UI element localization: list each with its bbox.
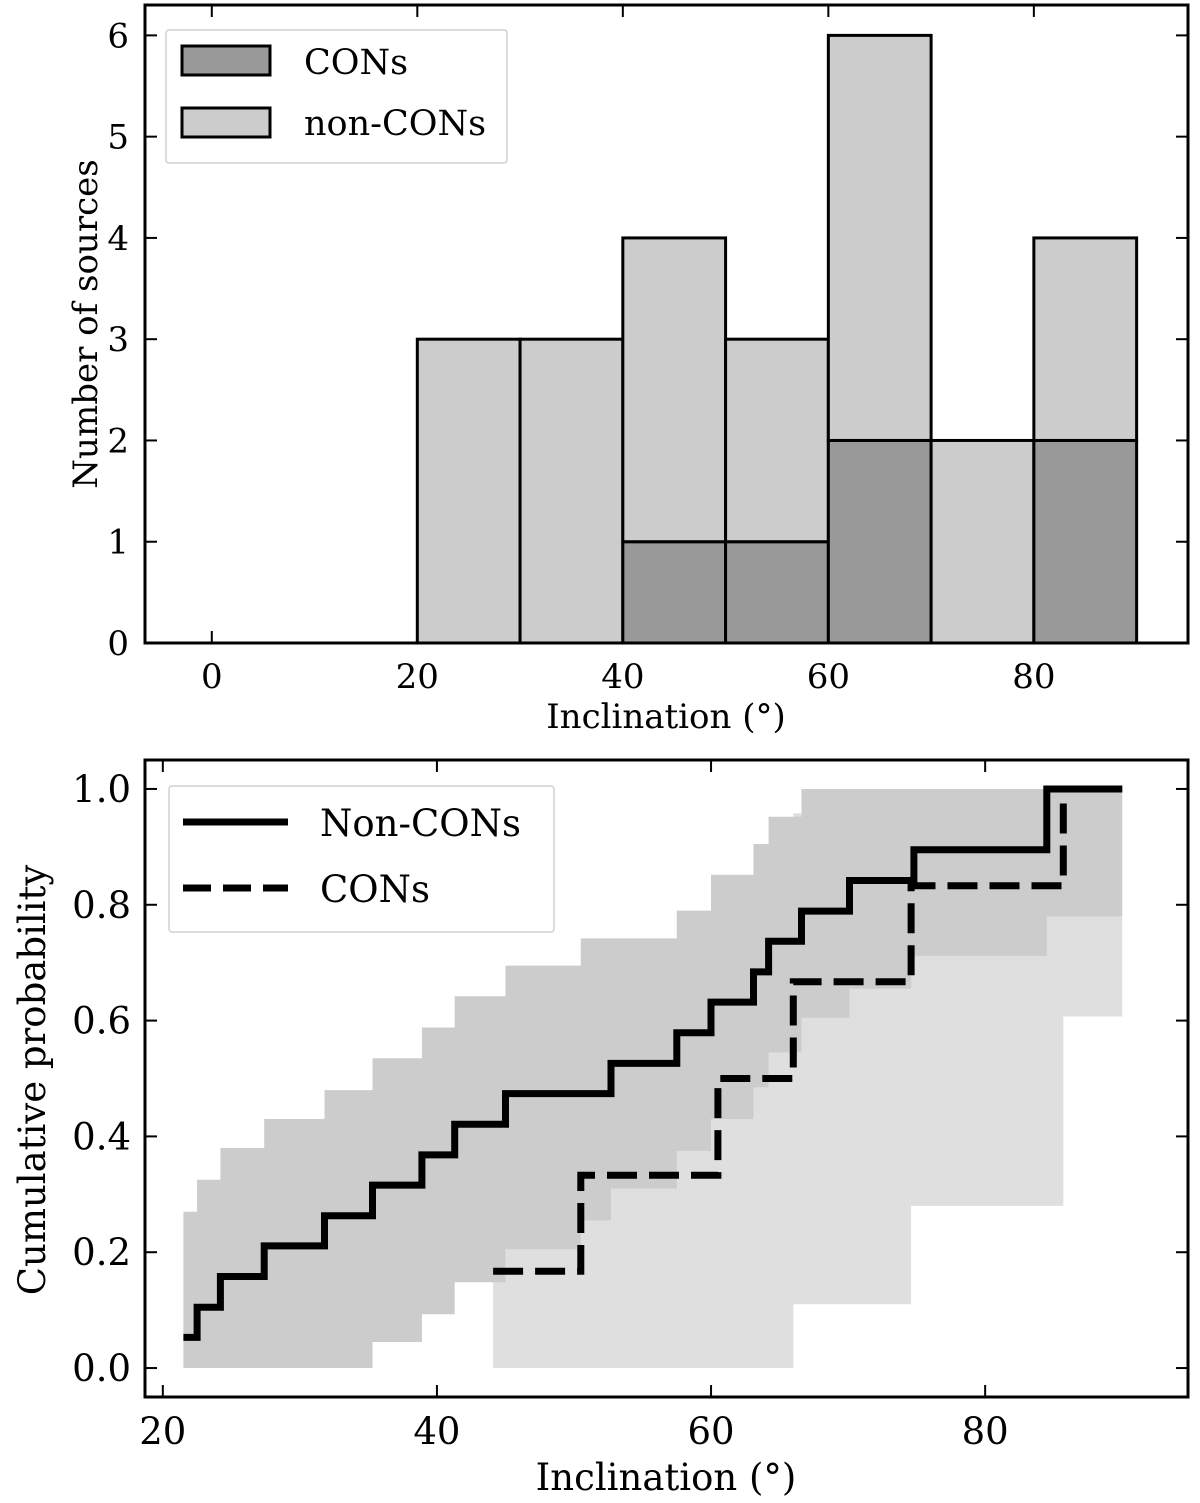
histogram-bar-cons bbox=[1032, 438, 1139, 645]
cdf-xlabel: Inclination (°) bbox=[536, 1456, 797, 1499]
cdf-ytick-label: 0.4 bbox=[72, 1115, 131, 1158]
cdf-axes-frame bbox=[143, 758, 1190, 1399]
cdf-ticks: 20 40 60 80 0.0 0.2 0.4 0.6 0.8 1.0 bbox=[72, 760, 1188, 1453]
cdf-ytick-label: 0.0 bbox=[72, 1347, 131, 1390]
histogram-ytick-label: 2 bbox=[107, 421, 129, 461]
legend-label-cons: CONs bbox=[304, 43, 408, 83]
histogram-bar-cons bbox=[826, 438, 933, 645]
legend-label-cons-cdf: CONs bbox=[320, 868, 430, 911]
histogram-ytick-label: 6 bbox=[107, 16, 129, 56]
cdf-ytick-label: 1.0 bbox=[72, 768, 131, 811]
cdf-ylabel: Cumulative probability bbox=[11, 865, 54, 1296]
histogram-xtick-label: 20 bbox=[396, 657, 439, 697]
cdf-ytick-label: 0.8 bbox=[72, 884, 131, 927]
cdf-xtick-label: 80 bbox=[962, 1410, 1009, 1453]
histogram-ytick-label: 0 bbox=[107, 624, 129, 664]
legend-label-non-cons: non-CONs bbox=[304, 104, 486, 144]
histogram-ticks: 0 20 40 60 80 0 1 2 3 4 5 6 bbox=[107, 5, 1188, 697]
legend-label-non-cons-cdf: Non-CONs bbox=[320, 802, 521, 845]
histogram-axes-frame bbox=[143, 3, 1190, 645]
cdf-ytick-label: 0.2 bbox=[72, 1231, 131, 1274]
cdf-confidence-bands bbox=[183, 789, 1123, 1368]
histogram-bars bbox=[145, 33, 1188, 645]
histogram-ytick-label: 1 bbox=[107, 523, 129, 563]
histogram-bar-non-cons bbox=[621, 236, 728, 544]
cons-cdf-line bbox=[493, 785, 1123, 1275]
histogram-legend: CONs non-CONs bbox=[165, 29, 508, 164]
legend-swatch-non-cons bbox=[180, 106, 272, 139]
histogram-bar-non-cons bbox=[1032, 236, 1139, 442]
histogram-xtick-label: 80 bbox=[1012, 657, 1055, 697]
cdf-step-lines bbox=[183, 785, 1123, 1341]
histogram-bar-cons bbox=[621, 540, 728, 645]
histogram-bar-non-cons bbox=[415, 337, 522, 645]
histogram-bar-cons bbox=[724, 540, 830, 645]
histogram-ytick-label: 4 bbox=[107, 219, 129, 259]
histogram-panel: 0 20 40 60 80 0 1 2 3 4 5 6 Inclination (°) Number … bbox=[66, 3, 1190, 737]
cdf-xtick-label: 20 bbox=[139, 1410, 186, 1453]
histogram-ytick-label: 3 bbox=[107, 320, 129, 360]
cdf-panel: 20 40 60 80 0.0 0.2 0.4 0.6 0.8 1.0 Inclination (… bbox=[11, 758, 1190, 1499]
cons-confidence-band bbox=[493, 789, 1123, 1368]
cdf-legend: Non-CONs CONs bbox=[168, 785, 555, 933]
histogram-xtick-label: 0 bbox=[201, 657, 223, 697]
histogram-xtick-label: 40 bbox=[601, 657, 644, 697]
histogram-xtick-label: 60 bbox=[807, 657, 850, 697]
legend-swatch-cons bbox=[180, 44, 272, 77]
histogram-bar-non-cons bbox=[929, 438, 1036, 645]
histogram-xlabel: Inclination (°) bbox=[546, 697, 786, 737]
cdf-xtick-label: 60 bbox=[687, 1410, 734, 1453]
histogram-bar-non-cons bbox=[518, 337, 625, 645]
cdf-xtick-label: 40 bbox=[413, 1410, 460, 1453]
histogram-bar-non-cons bbox=[724, 337, 830, 544]
non-cons-cdf-line bbox=[183, 785, 1123, 1341]
histogram-ytick-label: 5 bbox=[107, 118, 129, 158]
cdf-ytick-label: 0.6 bbox=[72, 1000, 131, 1043]
histogram-ylabel: Number of sources bbox=[66, 159, 106, 488]
histogram-bar-non-cons bbox=[826, 33, 933, 442]
